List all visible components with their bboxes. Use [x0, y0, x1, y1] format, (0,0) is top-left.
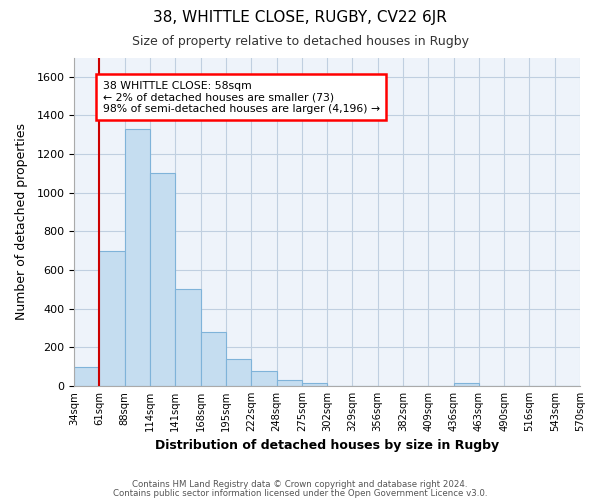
Bar [200, 332, 226, 386]
Bar [277, 380, 302, 386]
Bar [74, 366, 100, 386]
Text: Size of property relative to detached houses in Rugby: Size of property relative to detached ho… [131, 35, 469, 48]
Bar [226, 359, 251, 386]
Bar [251, 372, 277, 386]
Bar [125, 129, 150, 386]
Bar [150, 174, 175, 386]
Text: Contains public sector information licensed under the Open Government Licence v3: Contains public sector information licen… [113, 488, 487, 498]
Bar [454, 383, 479, 386]
Text: 38 WHITTLE CLOSE: 58sqm
← 2% of detached houses are smaller (73)
98% of semi-det: 38 WHITTLE CLOSE: 58sqm ← 2% of detached… [103, 80, 380, 114]
Bar [175, 290, 200, 386]
Text: Contains HM Land Registry data © Crown copyright and database right 2024.: Contains HM Land Registry data © Crown c… [132, 480, 468, 489]
Bar [100, 250, 125, 386]
Bar [302, 383, 327, 386]
Text: 38, WHITTLE CLOSE, RUGBY, CV22 6JR: 38, WHITTLE CLOSE, RUGBY, CV22 6JR [153, 10, 447, 25]
Y-axis label: Number of detached properties: Number of detached properties [15, 123, 28, 320]
X-axis label: Distribution of detached houses by size in Rugby: Distribution of detached houses by size … [155, 440, 499, 452]
